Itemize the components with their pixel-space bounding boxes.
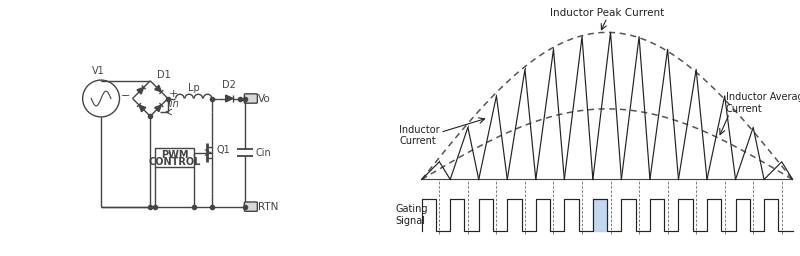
Polygon shape xyxy=(154,105,162,112)
Text: −: − xyxy=(121,91,130,101)
FancyBboxPatch shape xyxy=(244,94,258,103)
Text: Cin: Cin xyxy=(256,147,271,158)
Bar xyxy=(155,148,194,167)
Text: V1: V1 xyxy=(92,66,105,76)
Text: PWM: PWM xyxy=(161,150,189,159)
Text: Inductor Peak Current: Inductor Peak Current xyxy=(550,8,664,18)
Text: Inductor
Current: Inductor Current xyxy=(399,125,440,146)
Text: Vo: Vo xyxy=(258,93,271,103)
Text: Lp: Lp xyxy=(188,83,199,93)
Polygon shape xyxy=(139,105,146,112)
Text: D2: D2 xyxy=(222,80,236,90)
Text: RTN: RTN xyxy=(258,202,278,212)
Polygon shape xyxy=(154,85,162,92)
Polygon shape xyxy=(137,87,144,94)
Text: +: + xyxy=(169,89,178,99)
Text: Iin: Iin xyxy=(167,99,179,109)
Text: Gating
Signal: Gating Signal xyxy=(396,204,428,226)
Polygon shape xyxy=(226,95,233,102)
Text: CONTROL: CONTROL xyxy=(149,157,201,167)
Text: Q1: Q1 xyxy=(217,145,230,155)
Text: Inductor Average
Current: Inductor Average Current xyxy=(726,92,800,114)
FancyBboxPatch shape xyxy=(244,202,258,211)
Text: D1: D1 xyxy=(157,70,170,80)
